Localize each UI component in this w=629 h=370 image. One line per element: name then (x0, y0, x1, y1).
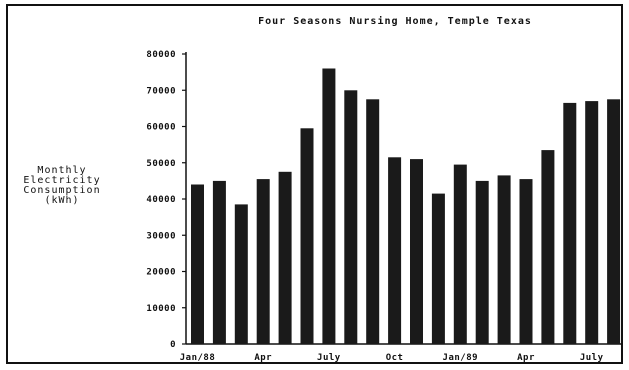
bar (475, 180, 489, 344)
bar (322, 68, 336, 344)
bar (212, 180, 226, 344)
bar (431, 193, 445, 344)
bar (453, 164, 467, 344)
bar (497, 175, 511, 344)
bar (191, 184, 204, 344)
y-tick-label: 0 (170, 340, 176, 350)
x-tick-label: Jan/88 (180, 353, 216, 363)
y-tick-label: 30000 (146, 231, 176, 241)
bar (256, 179, 270, 344)
y-tick-label: 20000 (146, 268, 176, 278)
y-tick-label: 70000 (146, 86, 176, 96)
x-tick-label: Apr (254, 353, 272, 363)
y-axis-label-line: Electricity (23, 175, 100, 186)
y-axis-label-line: Consumption (23, 185, 100, 196)
x-tick-label: Apr (517, 353, 535, 363)
axes (185, 52, 622, 345)
bar (234, 204, 248, 344)
x-ticks: Jan/88 Apr July Oct Jan/89 Apr July (180, 353, 604, 363)
x-tick-label: Jan/89 (443, 353, 479, 363)
bar (278, 171, 292, 344)
y-tick-label: 40000 (146, 195, 176, 205)
x-tick-label: July (317, 353, 341, 363)
bars (191, 68, 621, 345)
y-tick-label: 10000 (146, 304, 176, 314)
bar (344, 90, 358, 345)
x-tick-label: Oct (386, 353, 404, 363)
y-axis-label-line: (kWh) (44, 195, 79, 206)
bar (563, 102, 577, 345)
bar (541, 150, 555, 344)
x-tick-label: July (580, 353, 604, 363)
bar (410, 159, 423, 344)
bar (300, 128, 314, 344)
bar (519, 179, 533, 344)
bar (388, 157, 402, 344)
bar (607, 99, 621, 344)
bar (366, 99, 380, 344)
bar (585, 101, 599, 344)
y-tick-label: 80000 (146, 50, 176, 60)
y-tick-label: 50000 (146, 159, 176, 169)
y-tick-label: 60000 (146, 123, 176, 133)
y-ticks: 0 10000 20000 30000 40000 50000 60000 70000 8000… (146, 50, 186, 350)
y-axis-label-line: Monthly (37, 165, 86, 176)
chart-title: Four Seasons Nursing Home, Temple Texas (258, 15, 532, 27)
